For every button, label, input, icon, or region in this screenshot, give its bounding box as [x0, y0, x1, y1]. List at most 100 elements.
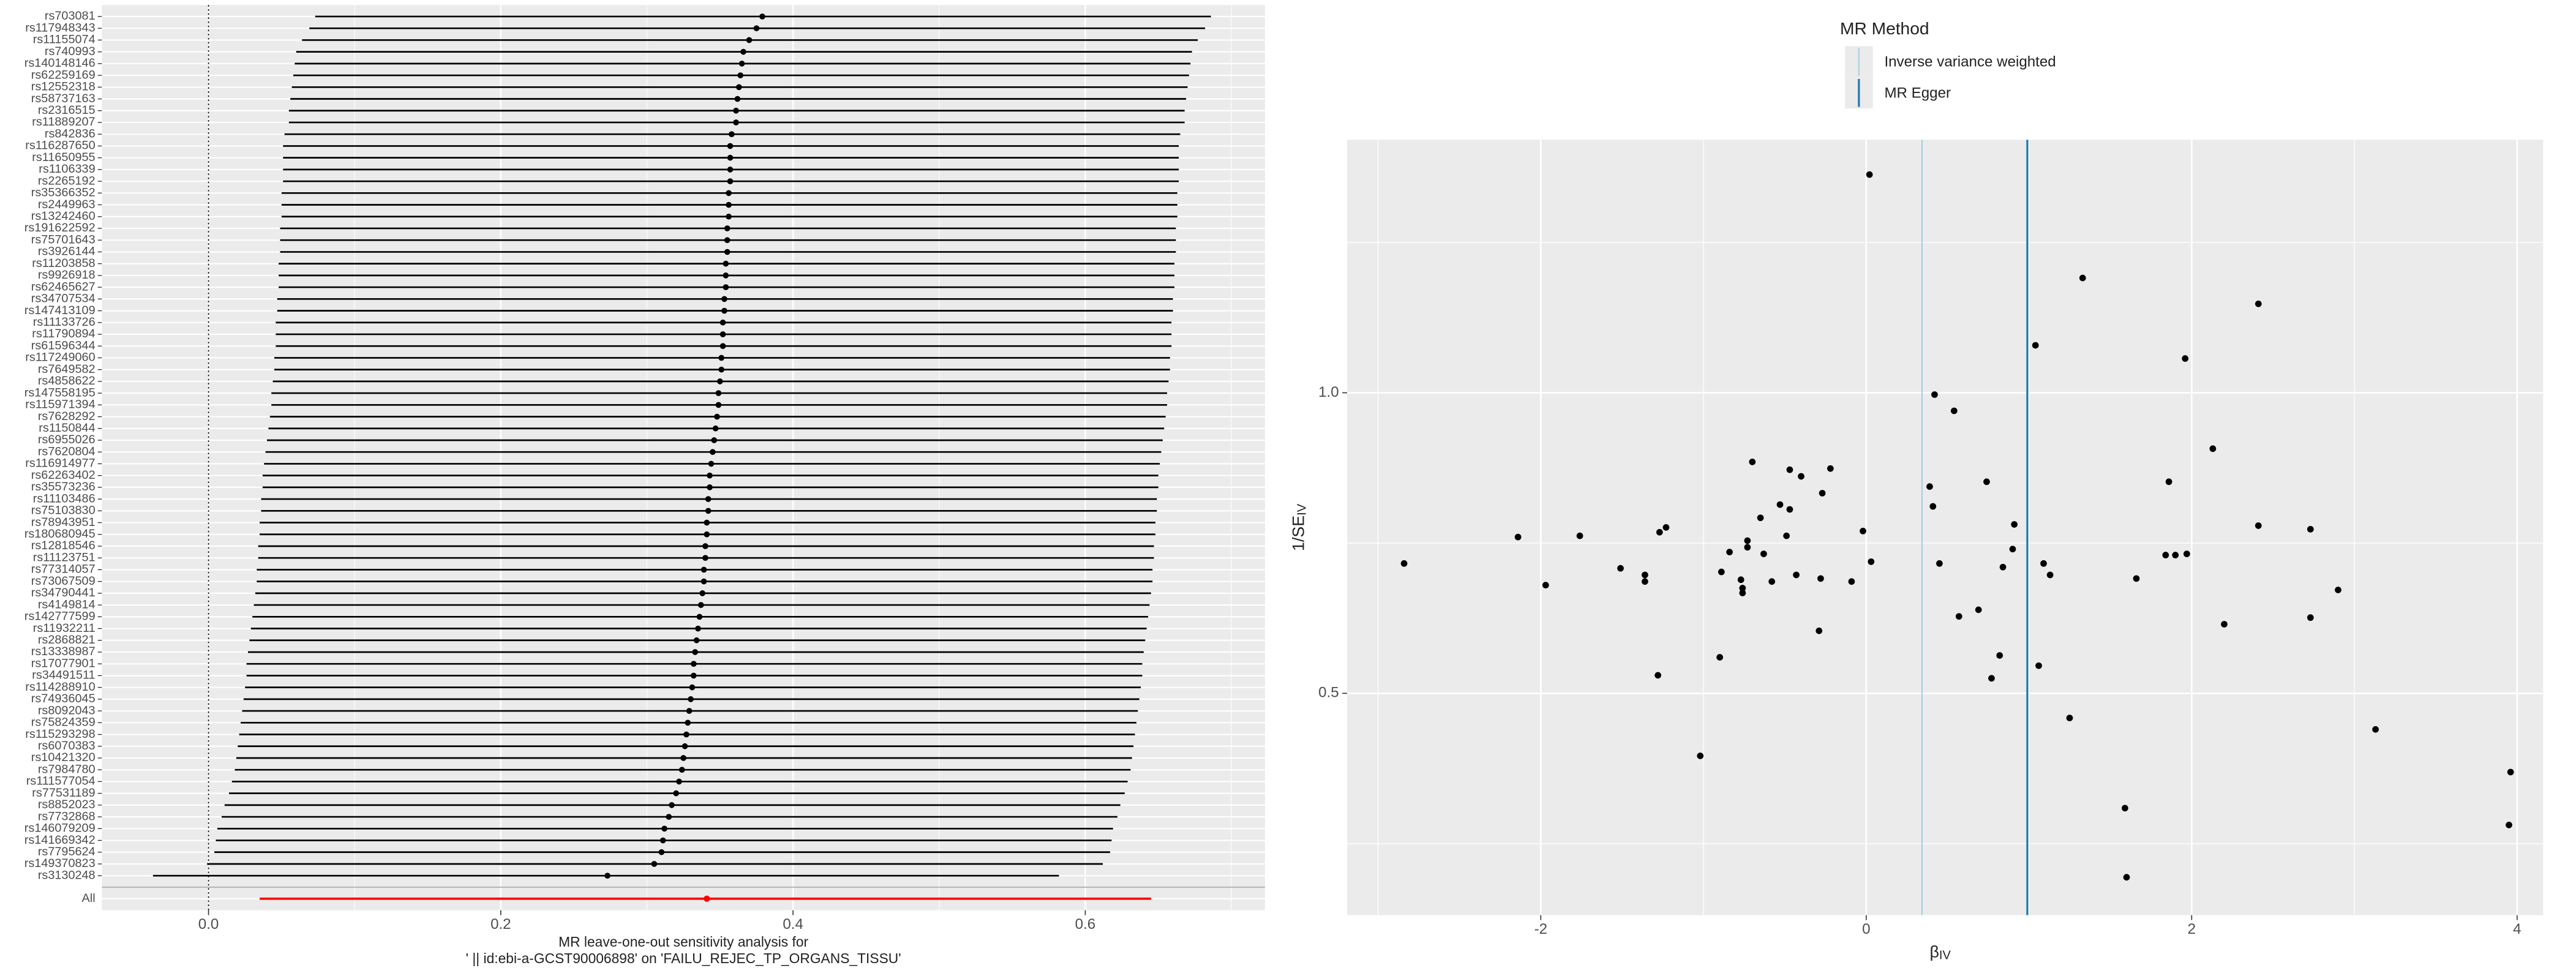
snp-label: rs11123751 — [33, 550, 96, 564]
estimate-point — [707, 484, 713, 490]
snp-point — [2372, 726, 2379, 733]
estimate-point — [718, 355, 725, 361]
estimate-point — [604, 873, 610, 879]
estimate-point — [740, 48, 746, 55]
estimate-point — [726, 201, 732, 208]
snp-label: rs6070383 — [38, 739, 96, 753]
snp-point — [1816, 627, 1823, 634]
snp-point — [2162, 552, 2169, 558]
estimate-point — [683, 731, 689, 738]
snp-label: rs149370823 — [24, 857, 96, 870]
snp-point — [1975, 606, 1982, 614]
snp-label: rs147558195 — [24, 386, 96, 399]
snp-point — [2183, 550, 2190, 557]
snp-label: rs11790894 — [32, 327, 95, 340]
snp-label: rs116287650 — [25, 139, 95, 152]
snp-point — [1950, 407, 1958, 415]
snp-point — [2009, 546, 2016, 553]
snp-point — [1819, 490, 1826, 497]
snp-point — [1827, 465, 1834, 472]
snp-point — [1860, 527, 1866, 535]
snp-point — [1798, 473, 1804, 480]
snp-point — [1760, 550, 1767, 557]
snp-label: rs12552318 — [31, 80, 96, 94]
snp-point — [1866, 171, 1873, 178]
estimate-point — [723, 272, 729, 279]
snp-point — [1654, 672, 1662, 679]
estimate-point — [682, 743, 688, 749]
snp-label: rs4858622 — [38, 374, 96, 388]
snp-label: rs7984780 — [38, 762, 96, 776]
estimate-point — [699, 590, 705, 596]
snp-label: rs842836 — [45, 127, 96, 140]
estimate-point — [673, 790, 680, 797]
snp-point — [1642, 571, 1648, 579]
estimate-point — [702, 555, 708, 561]
x-tick-label: 0.0 — [198, 916, 219, 933]
snp-label: rs10421320 — [31, 751, 96, 764]
snp-point — [1749, 459, 1756, 465]
snp-label: rs11155074 — [33, 33, 96, 47]
estimate-point — [704, 519, 710, 526]
snp-label: rs3926144 — [38, 245, 96, 258]
snp-label: rs11932211 — [33, 621, 96, 635]
estimate-point — [719, 331, 726, 337]
snp-point — [1726, 549, 1733, 556]
estimate-point — [707, 472, 713, 479]
y-axis-title-main: 1/SE — [1289, 516, 1307, 551]
snp-label: rs111577054 — [26, 775, 96, 788]
snp-label: rs147413109 — [24, 304, 96, 317]
snp-label: rs77314057 — [31, 563, 96, 576]
x-axis-title-main: β — [1929, 942, 1939, 961]
snp-label: rs140148146 — [24, 56, 96, 70]
snp-label: rs2316515 — [38, 103, 96, 117]
x-tick-label: 0 — [1862, 921, 1870, 937]
x-tick-label: 4 — [2513, 921, 2521, 937]
snp-point — [2307, 614, 2314, 621]
estimate-point — [705, 496, 712, 502]
snp-point — [1988, 675, 1995, 682]
estimate-point — [734, 96, 741, 102]
snp-point — [1786, 466, 1793, 473]
estimate-point — [705, 508, 712, 514]
snp-label: rs7620804 — [38, 445, 96, 458]
snp-label: rs1150844 — [39, 421, 95, 435]
estimate-point — [700, 578, 707, 585]
snp-label: rs1106339 — [39, 162, 95, 176]
estimate-point — [661, 825, 667, 832]
estimate-point — [715, 402, 722, 408]
snp-point — [1996, 652, 2003, 659]
snp-point — [2066, 715, 2073, 721]
x-axis-title-sub: IV — [1939, 949, 1951, 963]
snp-point — [2040, 560, 2047, 567]
estimate-point — [651, 861, 658, 867]
snp-label: rs11103486 — [33, 492, 96, 505]
estimate-point — [692, 649, 699, 655]
estimate-point — [714, 413, 720, 420]
snp-point — [2079, 274, 2086, 282]
legend-title: MR Method — [1840, 18, 1929, 38]
legend-label: Inverse variance weighted — [1884, 53, 2056, 70]
estimate-point — [724, 249, 730, 255]
snp-label: rs78943951 — [31, 516, 96, 529]
estimate-point — [726, 213, 732, 220]
snp-label: rs114288910 — [25, 680, 95, 694]
snp-point — [1931, 391, 1938, 398]
estimate-point — [666, 814, 672, 820]
snp-label: rs117948343 — [25, 21, 95, 34]
estimate-point — [695, 625, 701, 632]
snp-point — [2123, 874, 2130, 881]
snp-point — [2255, 300, 2262, 307]
snp-label: rs61596344 — [31, 339, 96, 352]
snp-label: rs7649582 — [38, 362, 96, 376]
estimate-point — [711, 437, 718, 443]
snp-point — [1744, 537, 1751, 544]
estimate-point — [678, 767, 685, 773]
estimate-point — [686, 708, 693, 714]
snp-point — [2165, 478, 2172, 486]
snp-label: rs35573236 — [31, 480, 96, 494]
snp-point — [2122, 805, 2128, 812]
snp-point — [1848, 578, 1855, 585]
x-tick-label: 0.4 — [783, 916, 803, 933]
estimate-point — [753, 25, 760, 32]
